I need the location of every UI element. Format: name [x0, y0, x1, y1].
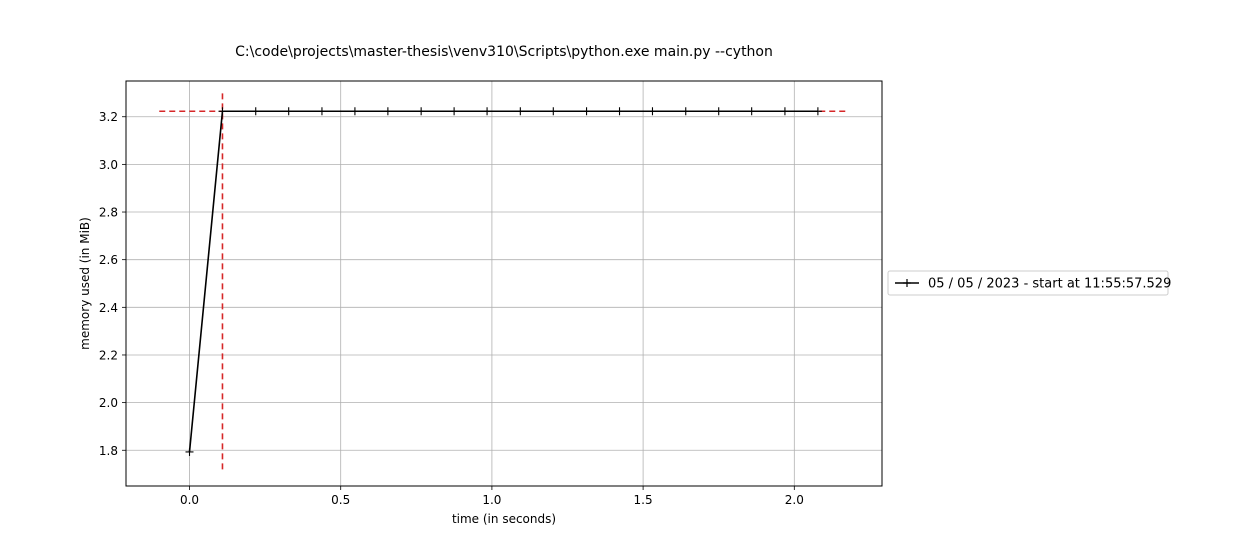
y-tick-label: 1.8: [99, 444, 118, 458]
y-tick-label: 2.8: [99, 206, 118, 220]
data-point: [549, 107, 558, 116]
data-point: [780, 107, 789, 116]
grid: [126, 81, 882, 486]
x-tick-label: 1.0: [482, 493, 501, 507]
y-tick-label: 2.6: [99, 253, 118, 267]
data-point: [450, 107, 459, 116]
data-point: [648, 107, 657, 116]
legend-label: 05 / 05 / 2023 - start at 11:55:57.529: [928, 277, 1171, 292]
data-point: [417, 107, 426, 116]
data-point: [383, 107, 392, 116]
chart-title: C:\code\projects\master-thesis\venv310\S…: [235, 44, 773, 60]
series-line: [188, 110, 818, 453]
y-axis-label: memory used (in MiB): [78, 217, 92, 350]
data-point: [483, 107, 492, 116]
data-point: [251, 107, 260, 116]
data-point: [350, 107, 359, 116]
data-point: [813, 107, 822, 116]
y-tick-label: 3.0: [99, 158, 118, 172]
y-tick-label: 2.0: [99, 396, 118, 410]
data-point: [747, 107, 756, 116]
data-point: [681, 107, 690, 116]
x-tick-label: 2.0: [785, 493, 804, 507]
data-point: [516, 107, 525, 116]
x-tick-label: 0.0: [180, 493, 199, 507]
data-point: [615, 107, 624, 116]
annotations: [159, 92, 849, 470]
y-tick-label: 3.2: [99, 110, 118, 124]
x-tick-label: 0.5: [331, 493, 350, 507]
legend: 05 / 05 / 2023 - start at 11:55:57.529: [887, 270, 1171, 296]
y-tick-label: 2.2: [99, 348, 118, 362]
data-point: [582, 107, 591, 116]
data-point: [284, 107, 293, 116]
plot-frame: [125, 80, 883, 487]
data-point: [317, 107, 326, 116]
y-axis-ticks: 1.8 2.0 2.2 2.4 2.6 2.8 3.0 3.2: [99, 110, 126, 458]
x-tick-label: 1.5: [634, 493, 653, 507]
data-point: [218, 107, 227, 116]
data-point: [714, 107, 723, 116]
x-axis-label: time (in seconds): [452, 512, 556, 526]
data-point: [185, 447, 194, 456]
series-layer: [185, 107, 822, 456]
y-tick-label: 2.4: [99, 301, 118, 315]
x-axis-ticks: 0.0 0.5 1.0 1.5 2.0: [180, 486, 804, 507]
legend-frame: [887, 270, 1169, 296]
